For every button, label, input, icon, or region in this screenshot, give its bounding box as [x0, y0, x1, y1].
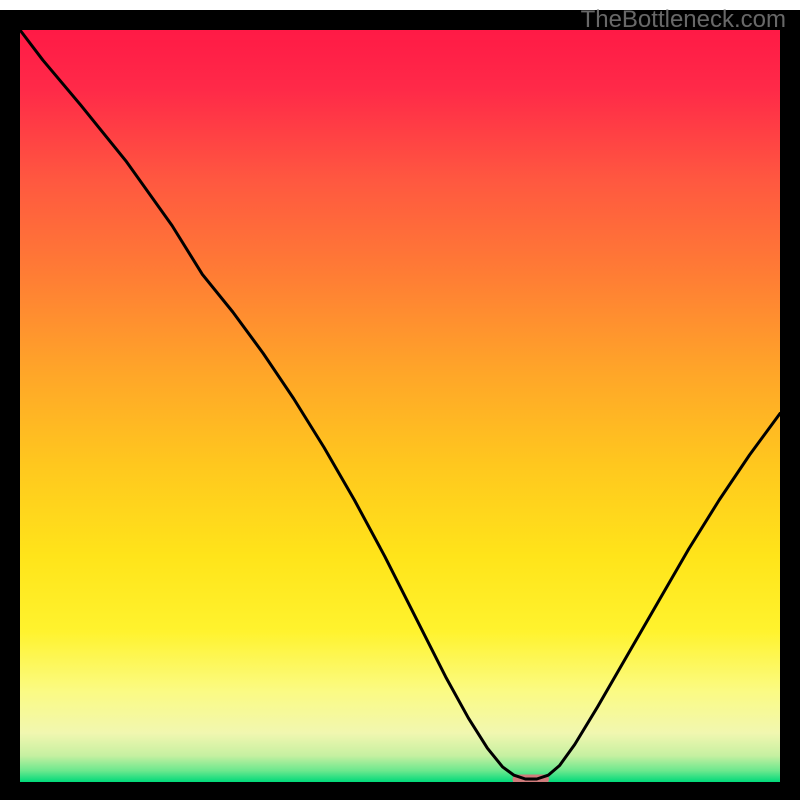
watermark-text: TheBottleneck.com — [581, 6, 786, 34]
chart-container: TheBottleneck.com — [0, 0, 800, 800]
chart-background — [20, 30, 780, 782]
chart-svg — [0, 0, 800, 800]
